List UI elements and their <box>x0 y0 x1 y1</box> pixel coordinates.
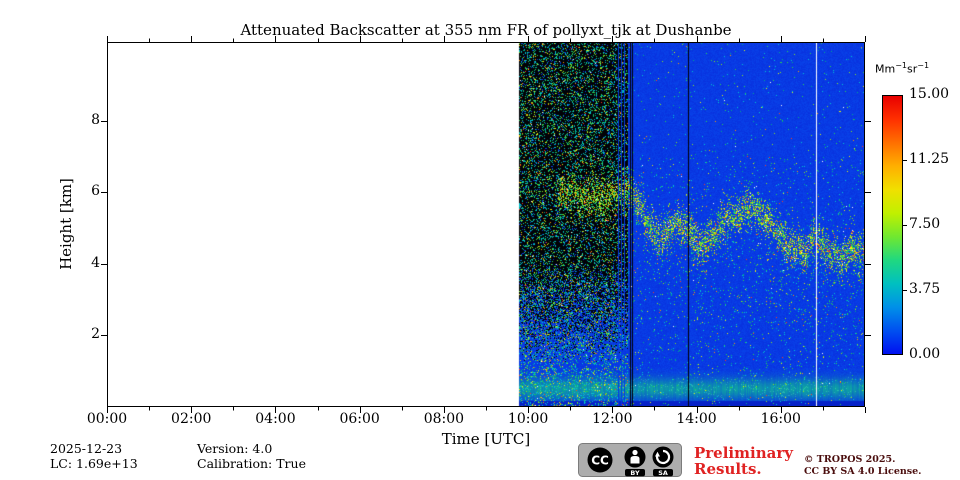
y-tick-label: 6 <box>91 183 100 200</box>
x-tick-label: 12:00 <box>592 411 633 427</box>
x-tick-label: 04:00 <box>255 411 296 427</box>
lidar-constant: LC: 1.69e+13 <box>50 456 138 471</box>
x-tick-label: 06:00 <box>339 411 380 427</box>
measurement-date: 2025-12-23 <box>50 441 123 456</box>
cc-by-sa-badge: CC BY SA <box>578 443 682 477</box>
y-tick-label: 4 <box>91 254 100 271</box>
plot-frame <box>107 42 865 407</box>
cc-by-icon: BY <box>624 446 646 477</box>
footer-date-lc: 2025-12-23 LC: 1.69e+13 <box>50 441 138 471</box>
colorbar-tick-label: 7.50 <box>909 216 941 232</box>
footer-version-calibration: Version: 4.0 Calibration: True <box>197 441 306 471</box>
colorbar-tick-label: 15.00 <box>909 86 950 102</box>
chart-title: Attenuated Backscatter at 355 nm FR of p… <box>240 21 732 39</box>
colorbar-tick-label: 0.00 <box>909 346 941 362</box>
x-tick-label: 08:00 <box>423 411 465 427</box>
x-tick-label: 14:00 <box>676 411 717 427</box>
x-tick-label: 10:00 <box>507 411 549 427</box>
svg-text:CC: CC <box>591 454 609 468</box>
colorbar-unit-label: Mm−1sr−1 <box>875 61 930 76</box>
preliminary-results-notice: Preliminary Results. <box>694 444 793 478</box>
x-tick-label: 00:00 <box>86 411 128 427</box>
heatmap-canvas <box>107 42 865 407</box>
x-axis-label: Time [UTC] <box>441 430 531 448</box>
svg-text:SA: SA <box>658 469 668 477</box>
svg-text:BY: BY <box>630 469 640 477</box>
cc-sa-icon: SA <box>652 446 674 477</box>
calibration-text: Calibration: True <box>197 456 306 471</box>
y-tick-label: 2 <box>91 326 100 343</box>
colorbar-tick-label: 3.75 <box>909 281 941 297</box>
version-text: Version: 4.0 <box>197 441 273 456</box>
copyright-notice: © TROPOS 2025. CC BY SA 4.0 License. <box>804 454 922 477</box>
cc-logo-icon: CC <box>587 447 613 473</box>
colorbar-tick-label: 11.25 <box>909 151 950 167</box>
y-tick-label: 8 <box>91 111 100 128</box>
x-tick-label: 02:00 <box>171 411 212 427</box>
colorbar <box>882 95 903 355</box>
x-tick-label: 16:00 <box>760 411 801 427</box>
